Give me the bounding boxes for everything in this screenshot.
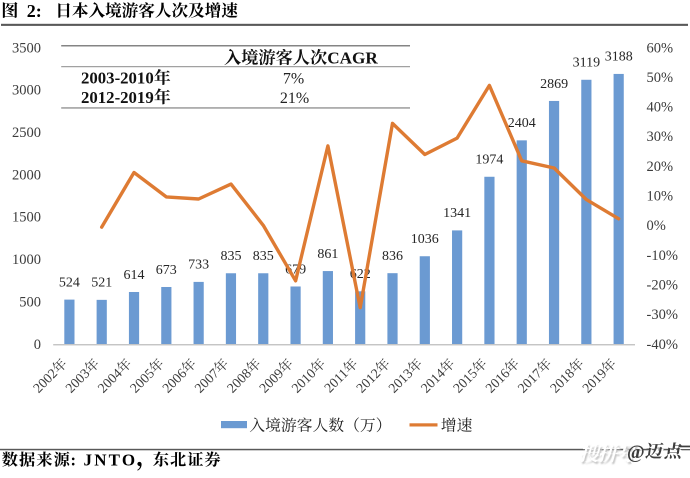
svg-text:-10%: -10% bbox=[647, 248, 678, 264]
svg-text:521: 521 bbox=[91, 276, 112, 291]
svg-text:10%: 10% bbox=[647, 189, 674, 205]
svg-text:1341: 1341 bbox=[443, 206, 471, 221]
svg-text:7%: 7% bbox=[283, 71, 304, 88]
svg-text:2869: 2869 bbox=[540, 77, 568, 92]
svg-text:3188: 3188 bbox=[605, 50, 633, 65]
svg-text::: : bbox=[71, 450, 77, 469]
svg-text:3000: 3000 bbox=[12, 83, 41, 99]
svg-text:2000: 2000 bbox=[12, 167, 41, 183]
svg-text:1000: 1000 bbox=[12, 252, 41, 268]
svg-text:2500: 2500 bbox=[12, 125, 41, 141]
svg-text:500: 500 bbox=[19, 294, 41, 310]
svg-text:2012-2019: 2012-2019 bbox=[81, 88, 154, 107]
svg-text:0: 0 bbox=[34, 337, 41, 353]
svg-text:836: 836 bbox=[382, 249, 403, 264]
svg-text:1974: 1974 bbox=[475, 153, 503, 168]
svg-text:-40%: -40% bbox=[647, 337, 678, 353]
svg-text:0%: 0% bbox=[647, 218, 666, 234]
svg-text:@: @ bbox=[627, 442, 645, 463]
svg-text:3500: 3500 bbox=[12, 40, 41, 56]
svg-text:835: 835 bbox=[221, 249, 242, 264]
svg-text:861: 861 bbox=[317, 247, 338, 262]
svg-text:1036: 1036 bbox=[411, 232, 439, 247]
svg-text:CAGR: CAGR bbox=[327, 49, 378, 68]
svg-text:-30%: -30% bbox=[647, 307, 678, 323]
svg-text:40%: 40% bbox=[647, 100, 674, 116]
svg-text:1500: 1500 bbox=[12, 210, 41, 226]
svg-text:2003-2010: 2003-2010 bbox=[81, 69, 154, 88]
svg-text:3119: 3119 bbox=[573, 56, 600, 71]
svg-text:20%: 20% bbox=[647, 159, 674, 175]
svg-text:-20%: -20% bbox=[647, 278, 678, 294]
svg-text:614: 614 bbox=[124, 268, 145, 283]
svg-text:JNTO: JNTO bbox=[84, 450, 138, 469]
svg-text:673: 673 bbox=[156, 263, 177, 278]
svg-text:2:: 2: bbox=[27, 1, 42, 21]
svg-text:30%: 30% bbox=[647, 129, 674, 145]
svg-text:2404: 2404 bbox=[508, 116, 536, 131]
svg-text:733: 733 bbox=[188, 258, 209, 273]
svg-text:60%: 60% bbox=[647, 40, 674, 56]
svg-text:21%: 21% bbox=[280, 90, 309, 107]
svg-text:835: 835 bbox=[253, 249, 274, 264]
svg-text:50%: 50% bbox=[647, 70, 674, 86]
svg-text:524: 524 bbox=[59, 275, 80, 290]
